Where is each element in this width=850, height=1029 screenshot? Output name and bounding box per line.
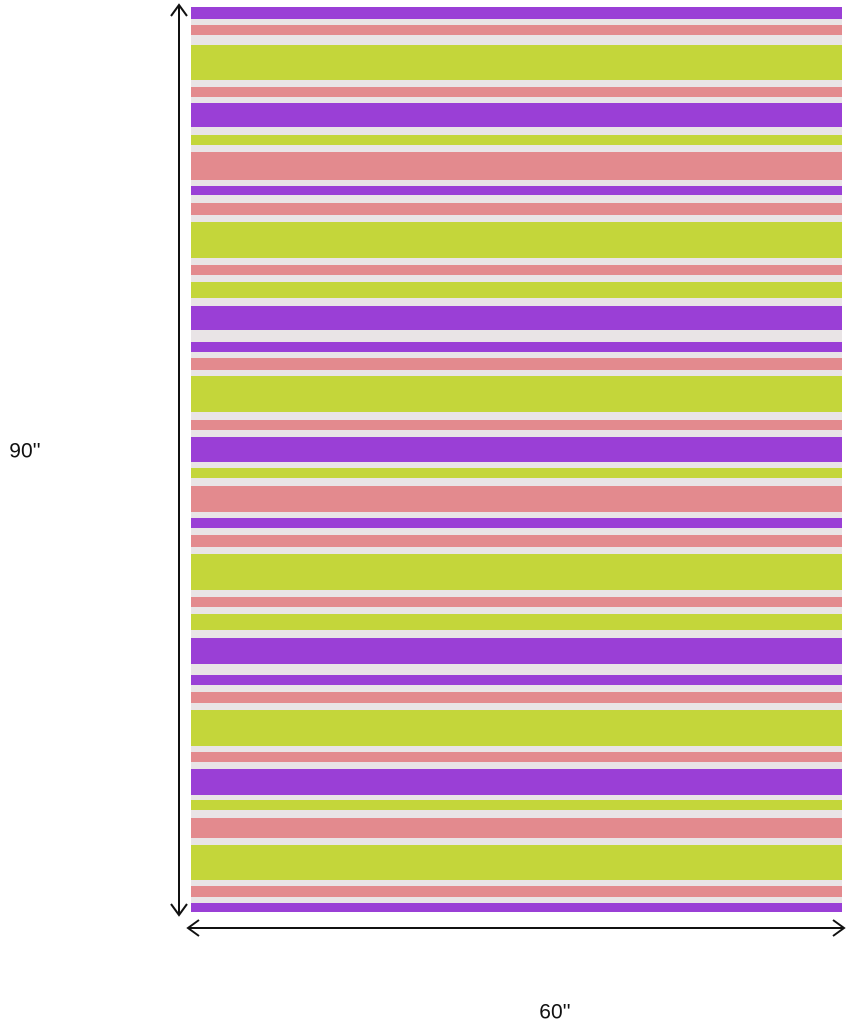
stripe [191,87,842,97]
stripe [191,675,842,685]
width-arrow [186,919,846,937]
width-label: 60'' [539,1001,570,1024]
stripe [191,800,842,810]
stripe [191,376,842,412]
height-arrow [170,3,188,917]
stripe [191,358,842,370]
stripe [191,152,842,180]
stripe [191,186,842,195]
stripe [191,25,842,35]
arrow-head [186,919,200,937]
stripe [191,769,842,795]
arrow-head [170,3,188,17]
stripe [191,203,842,215]
height-label: 90'' [9,440,40,463]
stripe [191,518,842,528]
stripe [191,222,842,258]
stripe [191,420,842,430]
stripe [191,692,842,703]
stripe [191,437,842,462]
stripe [191,7,842,19]
stripe [191,486,842,512]
stripe [191,45,842,80]
stripe [191,103,842,127]
stripe [191,752,842,762]
stripe [191,886,842,897]
stripe [191,282,842,298]
stripe [191,614,842,630]
stripe [191,535,842,547]
stripe [191,638,842,664]
stripe [191,265,842,275]
stripe [191,710,842,746]
stripe [191,845,842,880]
stripe [191,818,842,838]
stripe [191,597,842,607]
stripe [191,306,842,330]
rug [191,7,842,912]
arrow-head [832,919,846,937]
stripe [191,342,842,352]
stripe [191,554,842,590]
stripe [191,468,842,478]
stripe [191,135,842,145]
stripe [191,903,842,912]
arrow-head [170,903,188,917]
